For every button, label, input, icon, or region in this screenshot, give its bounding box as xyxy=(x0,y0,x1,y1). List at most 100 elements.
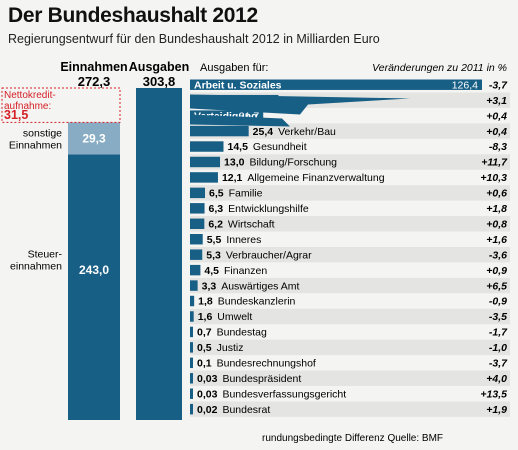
change-value: +3,1 xyxy=(486,95,507,107)
category-label: Bundesrechnungshof xyxy=(217,358,316,370)
bar-value-label: 5,3 xyxy=(206,249,221,261)
series-label: Nettokredit-aufnahme: xyxy=(4,90,56,112)
source-note: rundungsbedingte Differenz Quelle: BMF xyxy=(262,433,443,444)
category-label: Bundesrat xyxy=(222,404,270,416)
column-total: 272,3 xyxy=(78,74,111,89)
bar xyxy=(190,388,193,399)
bar-value-label: 6,5 xyxy=(209,188,224,200)
change-value: +10,3 xyxy=(480,172,507,184)
bar-value-label: 4,5 xyxy=(204,265,219,277)
category-label: Bildung/Forschung xyxy=(249,157,337,169)
row-background xyxy=(190,154,510,170)
category-label: Entwicklungshilfe xyxy=(228,203,309,215)
category-label: Bundespräsident xyxy=(222,373,301,385)
change-value: +11,7 xyxy=(481,157,508,169)
axis-break-marker xyxy=(190,94,410,115)
change-value: -3,5 xyxy=(489,311,507,323)
bar-value-label: 14,5 xyxy=(227,141,248,153)
bar-value-label: 0,5 xyxy=(197,342,212,354)
change-value: +4,0 xyxy=(486,373,507,385)
category-label: Finanzen xyxy=(224,265,267,277)
change-header: Veränderungen zu 2011 in % xyxy=(372,62,507,74)
bar-value-label: 0,03 xyxy=(197,373,218,385)
bar xyxy=(190,264,201,276)
axis-break-marker xyxy=(190,114,290,127)
change-value: +0,6 xyxy=(486,188,507,200)
bar xyxy=(190,357,193,369)
category-label: Ausgaben xyxy=(129,60,189,74)
row-background xyxy=(190,370,510,386)
bar-value-label: 6,3 xyxy=(209,203,224,215)
category-label: Verkehr/Bau xyxy=(278,126,336,138)
bar-value-label: 126,4 xyxy=(452,79,478,91)
bar xyxy=(190,280,198,291)
series-label: sonstige Einnahmen xyxy=(9,127,62,151)
bar xyxy=(190,141,224,152)
change-value: -1,7 xyxy=(489,327,508,339)
change-value: +13,5 xyxy=(480,388,507,400)
row-background xyxy=(190,401,510,417)
bar-value-label: 0,7 xyxy=(197,327,212,339)
category-label: Einnahmen xyxy=(60,60,127,74)
change-value: +1,9 xyxy=(486,404,507,416)
change-value: +6,5 xyxy=(486,280,507,292)
category-label: Auswärtiges Amt xyxy=(221,280,299,292)
row-background xyxy=(190,123,510,139)
row-background xyxy=(190,339,510,356)
bar xyxy=(190,110,264,121)
row-background xyxy=(190,216,510,232)
change-value: +1,6 xyxy=(486,234,507,246)
category-label: Bundesverfassungsgericht xyxy=(222,388,346,400)
category-label: Bundeskanzlerin xyxy=(218,296,296,308)
change-value: +1,8 xyxy=(486,203,507,215)
change-value: -3,7 xyxy=(489,79,508,91)
change-value: -0,9 xyxy=(489,296,507,308)
row-background xyxy=(190,277,510,294)
bar xyxy=(190,79,482,90)
row-background xyxy=(190,246,510,263)
bar xyxy=(190,249,203,260)
change-value: +0,9 xyxy=(486,265,507,277)
bar-value-label: 0,1 xyxy=(197,358,212,370)
category-label: Gesundheit xyxy=(253,141,307,153)
change-value: -8,3 xyxy=(489,141,507,153)
category-label: Wirtschaft xyxy=(228,218,275,230)
category-label: Umwelt xyxy=(217,311,252,323)
chart-title: Der Bundeshaushalt 2012 xyxy=(8,4,258,27)
bar-value-label: 6,2 xyxy=(208,218,223,230)
list-header: Ausgaben für: xyxy=(200,62,269,74)
bar xyxy=(190,172,218,183)
category-label: Justiz xyxy=(217,342,244,354)
bar xyxy=(190,295,195,307)
category-label: Allgemeine Finanzverwaltung xyxy=(247,172,384,184)
bar-value-label: 3,3 xyxy=(202,280,217,292)
bar-value-label: 25,4 xyxy=(253,126,274,138)
bar xyxy=(190,218,205,229)
bar-value-label: 13,0 xyxy=(224,157,245,169)
category-label: Inneres xyxy=(226,234,261,246)
bar-value-label: 0,03 xyxy=(197,388,218,400)
bar-value-label: 12,1 xyxy=(222,172,243,184)
row-background xyxy=(190,185,510,201)
bar xyxy=(190,203,205,214)
bar xyxy=(190,187,206,199)
bar xyxy=(190,234,203,245)
bar xyxy=(190,326,193,338)
change-value: -3,7 xyxy=(489,358,508,370)
bar-value-label: 0,02 xyxy=(197,404,218,416)
change-value: -1,0 xyxy=(489,342,507,354)
series-label: Steuer-einnahmen xyxy=(10,248,62,272)
bar xyxy=(190,373,193,384)
bar xyxy=(190,156,221,168)
row-background xyxy=(190,308,510,325)
change-value: +0,4 xyxy=(486,110,507,122)
change-value: +0,8 xyxy=(486,218,507,230)
bar-income-other xyxy=(68,122,120,155)
bar-expenditure xyxy=(136,88,182,420)
column-total: 303,8 xyxy=(143,74,176,89)
bar xyxy=(190,403,193,415)
bar-value-label: 1,8 xyxy=(198,296,213,308)
bar xyxy=(190,125,249,137)
bar-value-label: 29,3 xyxy=(82,131,106,145)
